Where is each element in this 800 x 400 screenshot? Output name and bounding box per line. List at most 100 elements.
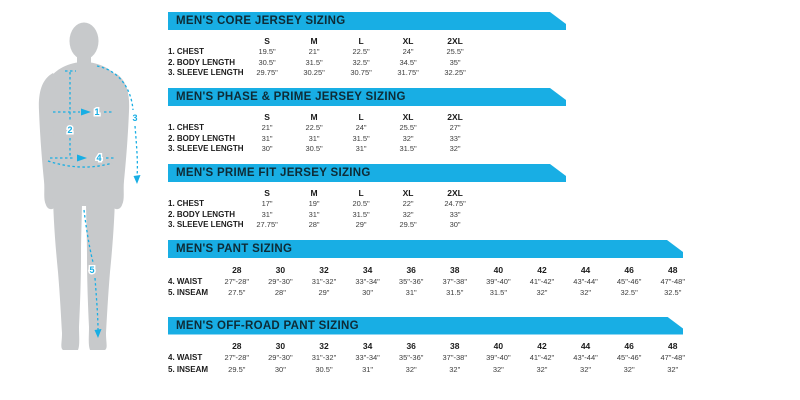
size-column-header: L [358,112,364,123]
measurement-row-label: 2. BODY LENGTH [168,209,235,219]
size-column-header: XL [402,36,414,47]
size-column-header: 44 [580,341,591,352]
size-value-cell: 32" [402,209,414,219]
size-value-cell: 43"-44" [573,276,598,286]
table-row: 5. INSEAM 27.5" 28" 29" 30" 31" 31.5" 31.5" 32" 3… [168,287,695,299]
size-value-cell: 24.75" [444,199,466,209]
table-row: 3. SLEEVE LENGTH 30" 30.5" 31" 31.5" 32" [168,144,479,155]
table-row: 1. CHEST 19.5" 21" 22.5" 24" 25.5" [168,47,479,58]
measurement-row-label: 4. WAIST [168,353,203,363]
size-value-cell: 39"-40" [486,353,511,363]
size-column-header: 30 [275,341,286,352]
size-value-cell: 31" [362,364,374,374]
size-column-header: L [358,188,364,199]
size-value-cell: 33" [449,209,461,219]
table-title: MEN'S OFF-ROAD PANT SIZING [176,319,359,332]
size-column-header: S [264,36,270,47]
size-value-cell: 34.5" [399,57,417,67]
size-value-cell: 30.5" [258,57,276,67]
size-column-header: 28 [232,264,242,275]
size-value-cell: 31.5" [352,133,370,143]
size-value-cell: 31.5" [305,57,323,67]
size-value-cell: 45"-46" [616,276,642,286]
size-value-cell: 32" [536,364,548,374]
size-column-header: M [310,36,318,47]
size-column-header: 32 [319,264,329,275]
size-table-section: MEN'S PHASE & PRIME JERSEY SIZING S M L XL 2X… [168,88,800,154]
waist-measure-line [47,157,115,168]
size-column-header: 42 [537,341,547,352]
size-value-cell: 35"-36" [398,276,424,286]
size-value-cell: 32.5" [664,288,682,298]
size-table: S M L XL 2XL 1. CHEST 17" 19" 20.5" 22" 24.75" 2. B… [168,188,479,230]
size-value-cell: 30" [362,288,374,298]
inseam-arrowhead-icon [94,329,102,338]
measurement-row-label: 1. CHEST [168,199,205,209]
chest-arrowhead-icon [81,108,91,116]
table-title-banner: MEN'S PRIME FIT JERSEY SIZING [168,164,566,182]
sleeve-measure-line [96,65,139,178]
corner-cell [168,341,215,353]
table-row: 3. SLEEVE LENGTH 27.75" 28" 29" 29.5" 30" [168,220,479,231]
size-table-section: MEN'S OFF-ROAD PANT SIZING 28 30 32 34 36 38 40… [168,317,800,376]
measurement-row-label: 1. CHEST [168,47,205,57]
size-value-cell: 31.5" [489,288,507,298]
size-value-cell: 31.5" [446,288,464,298]
table-row: 2. BODY LENGTH 31" 31" 31.5" 32" 33" [168,133,479,144]
size-tables: MEN'S CORE JERSEY SIZING S M L XL 2XL 1. CHEST… [168,12,800,393]
size-value-cell: 29" [355,220,367,230]
size-value-cell: 21" [308,47,320,57]
size-column-header: 28 [232,341,242,352]
size-value-cell: 47"-48" [660,353,685,363]
size-value-cell: 33" [449,133,461,143]
size-column-header: 34 [362,341,373,352]
size-value-cell: 45"-46" [616,353,642,363]
size-value-cell: 32" [449,144,461,154]
size-value-cell: 31.5" [399,144,417,154]
size-column-header: 40 [493,264,504,275]
size-header-row: S M L XL 2XL [168,36,479,47]
size-value-cell: 27"-28" [224,353,250,363]
corner-cell [168,112,244,123]
size-table: 28 30 32 34 36 38 40 42 44 46 48 4. WAIST 27"-28" 29"… [168,341,695,376]
table-row: 4. WAIST 27"-28" 29"-30" 31"-32" 33"-34" 35"-… [168,352,695,364]
size-column-header: 32 [319,341,329,352]
marker-4-waist: 4 [96,153,101,163]
size-value-cell: 22" [402,199,414,209]
size-header-row: 28 30 32 34 36 38 40 42 44 46 48 [168,264,695,276]
size-value-cell: 31" [308,133,320,143]
size-value-cell: 31" [308,209,320,219]
size-value-cell: 30" [261,144,273,154]
size-column-header: 38 [450,341,460,352]
measurement-row-label: 5. INSEAM [168,364,209,374]
table-row: 1. CHEST 17" 19" 20.5" 22" 24.75" [168,199,479,210]
size-value-cell: 31" [261,133,273,143]
measurement-row-label: 2. BODY LENGTH [168,133,235,143]
size-value-cell: 27.75" [256,220,278,230]
size-value-cell: 32" [536,288,548,298]
size-value-cell: 37"-38" [442,353,468,363]
size-value-cell: 32" [492,364,504,374]
size-header-row: S M L XL 2XL [168,112,479,123]
size-value-cell: 31" [405,288,417,298]
size-value-cell: 32" [580,288,592,298]
size-column-header: 42 [537,264,547,275]
table-title-banner: MEN'S OFF-ROAD PANT SIZING [168,317,683,335]
size-value-cell: 27"-28" [224,276,250,286]
size-value-cell: 31"-32" [311,353,337,363]
measurement-row-label: 3. SLEEVE LENGTH [168,68,244,78]
table-title: MEN'S PRIME FIT JERSEY SIZING [176,167,371,179]
table-row: 2. BODY LENGTH 30.5" 31.5" 32.5" 34.5" 35" [168,57,479,68]
size-value-cell: 32" [580,364,592,374]
size-value-cell: 31.75" [397,68,419,78]
size-value-cell: 31" [355,144,367,154]
size-column-header: 40 [493,341,504,352]
size-value-cell: 20.5" [352,199,370,209]
size-value-cell: 32.5" [620,288,638,298]
size-value-cell: 24" [402,47,414,57]
table-title-banner: MEN'S PANT SIZING [168,240,683,258]
size-value-cell: 32" [402,133,414,143]
table-title: MEN'S CORE JERSEY SIZING [176,15,346,27]
size-value-cell: 25.5" [446,47,464,57]
